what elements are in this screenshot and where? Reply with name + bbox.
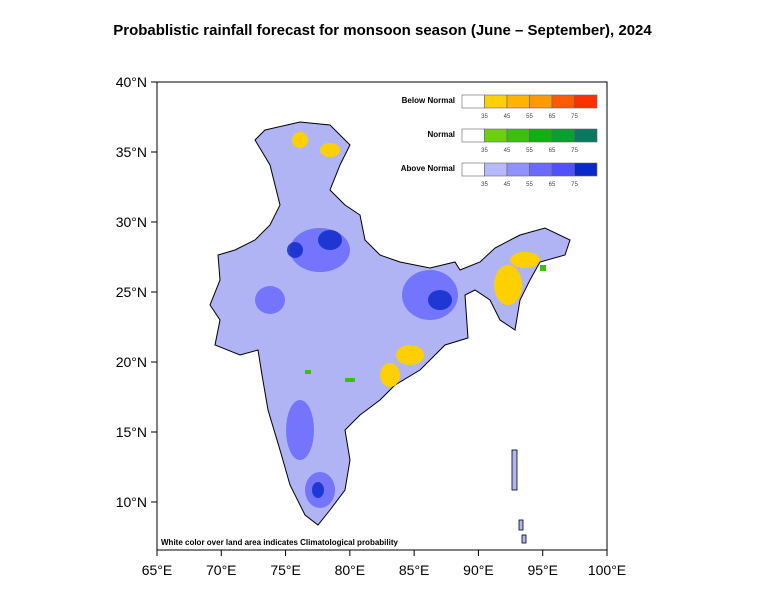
y-tick-label: 35°N bbox=[116, 144, 147, 160]
legend-swatch bbox=[551, 94, 575, 109]
legend-threshold: 35 bbox=[481, 114, 488, 120]
legend-threshold: 75 bbox=[571, 182, 578, 188]
legend-label: Normal bbox=[427, 130, 455, 139]
x-tick-label: 80°E bbox=[335, 562, 366, 578]
legend-threshold: 45 bbox=[504, 148, 511, 154]
legend-swatch bbox=[529, 162, 553, 177]
legend-swatch bbox=[484, 94, 508, 109]
legend-swatch bbox=[529, 94, 553, 109]
legend-swatch bbox=[461, 128, 485, 143]
legend-swatch bbox=[484, 128, 508, 143]
legend-threshold: 65 bbox=[549, 148, 556, 154]
x-tick-label: 75°E bbox=[270, 562, 301, 578]
y-tick-label: 25°N bbox=[116, 284, 147, 300]
x-tick-label: 95°E bbox=[527, 562, 558, 578]
legend-swatch bbox=[529, 128, 553, 143]
india-landmass bbox=[209, 121, 571, 544]
legend-threshold: 55 bbox=[526, 114, 533, 120]
legend-threshold: 35 bbox=[481, 148, 488, 154]
legend-swatch bbox=[461, 162, 485, 177]
x-tick-label: 85°E bbox=[399, 562, 430, 578]
x-tick-label: 70°E bbox=[206, 562, 237, 578]
legend-threshold: 35 bbox=[481, 182, 488, 188]
legend-threshold: 75 bbox=[571, 114, 578, 120]
legend-swatch bbox=[461, 94, 485, 109]
legend-label: Above Normal bbox=[401, 164, 455, 173]
andaman-nicobar-islands bbox=[511, 449, 527, 544]
legend-swatch bbox=[574, 94, 598, 109]
footnote: White color over land area indicates Cli… bbox=[161, 538, 398, 547]
y-tick-label: 40°N bbox=[116, 74, 147, 90]
y-tick-label: 10°N bbox=[116, 494, 147, 510]
legend-swatch bbox=[574, 128, 598, 143]
legend-swatch bbox=[574, 162, 598, 177]
legend-threshold: 75 bbox=[571, 148, 578, 154]
legend-swatch bbox=[506, 94, 530, 109]
x-tick-label: 90°E bbox=[463, 562, 494, 578]
legend-threshold: 65 bbox=[549, 114, 556, 120]
legend-swatch bbox=[551, 162, 575, 177]
legend-threshold: 55 bbox=[526, 148, 533, 154]
map-title: Probablistic rainfall forecast for monso… bbox=[113, 22, 652, 39]
legend-swatch bbox=[506, 162, 530, 177]
legend-threshold: 45 bbox=[504, 182, 511, 188]
legend-swatch bbox=[551, 128, 575, 143]
legend-swatch bbox=[506, 128, 530, 143]
x-tick-label: 65°E bbox=[142, 562, 173, 578]
x-tick-label: 100°E bbox=[588, 562, 626, 578]
legend-threshold: 65 bbox=[549, 182, 556, 188]
legend-label: Below Normal bbox=[402, 96, 455, 105]
legend-threshold: 55 bbox=[526, 182, 533, 188]
legend-swatch bbox=[484, 162, 508, 177]
y-tick-label: 15°N bbox=[116, 424, 147, 440]
y-tick-label: 30°N bbox=[116, 214, 147, 230]
legend-threshold: 45 bbox=[504, 114, 511, 120]
y-tick-label: 20°N bbox=[116, 354, 147, 370]
